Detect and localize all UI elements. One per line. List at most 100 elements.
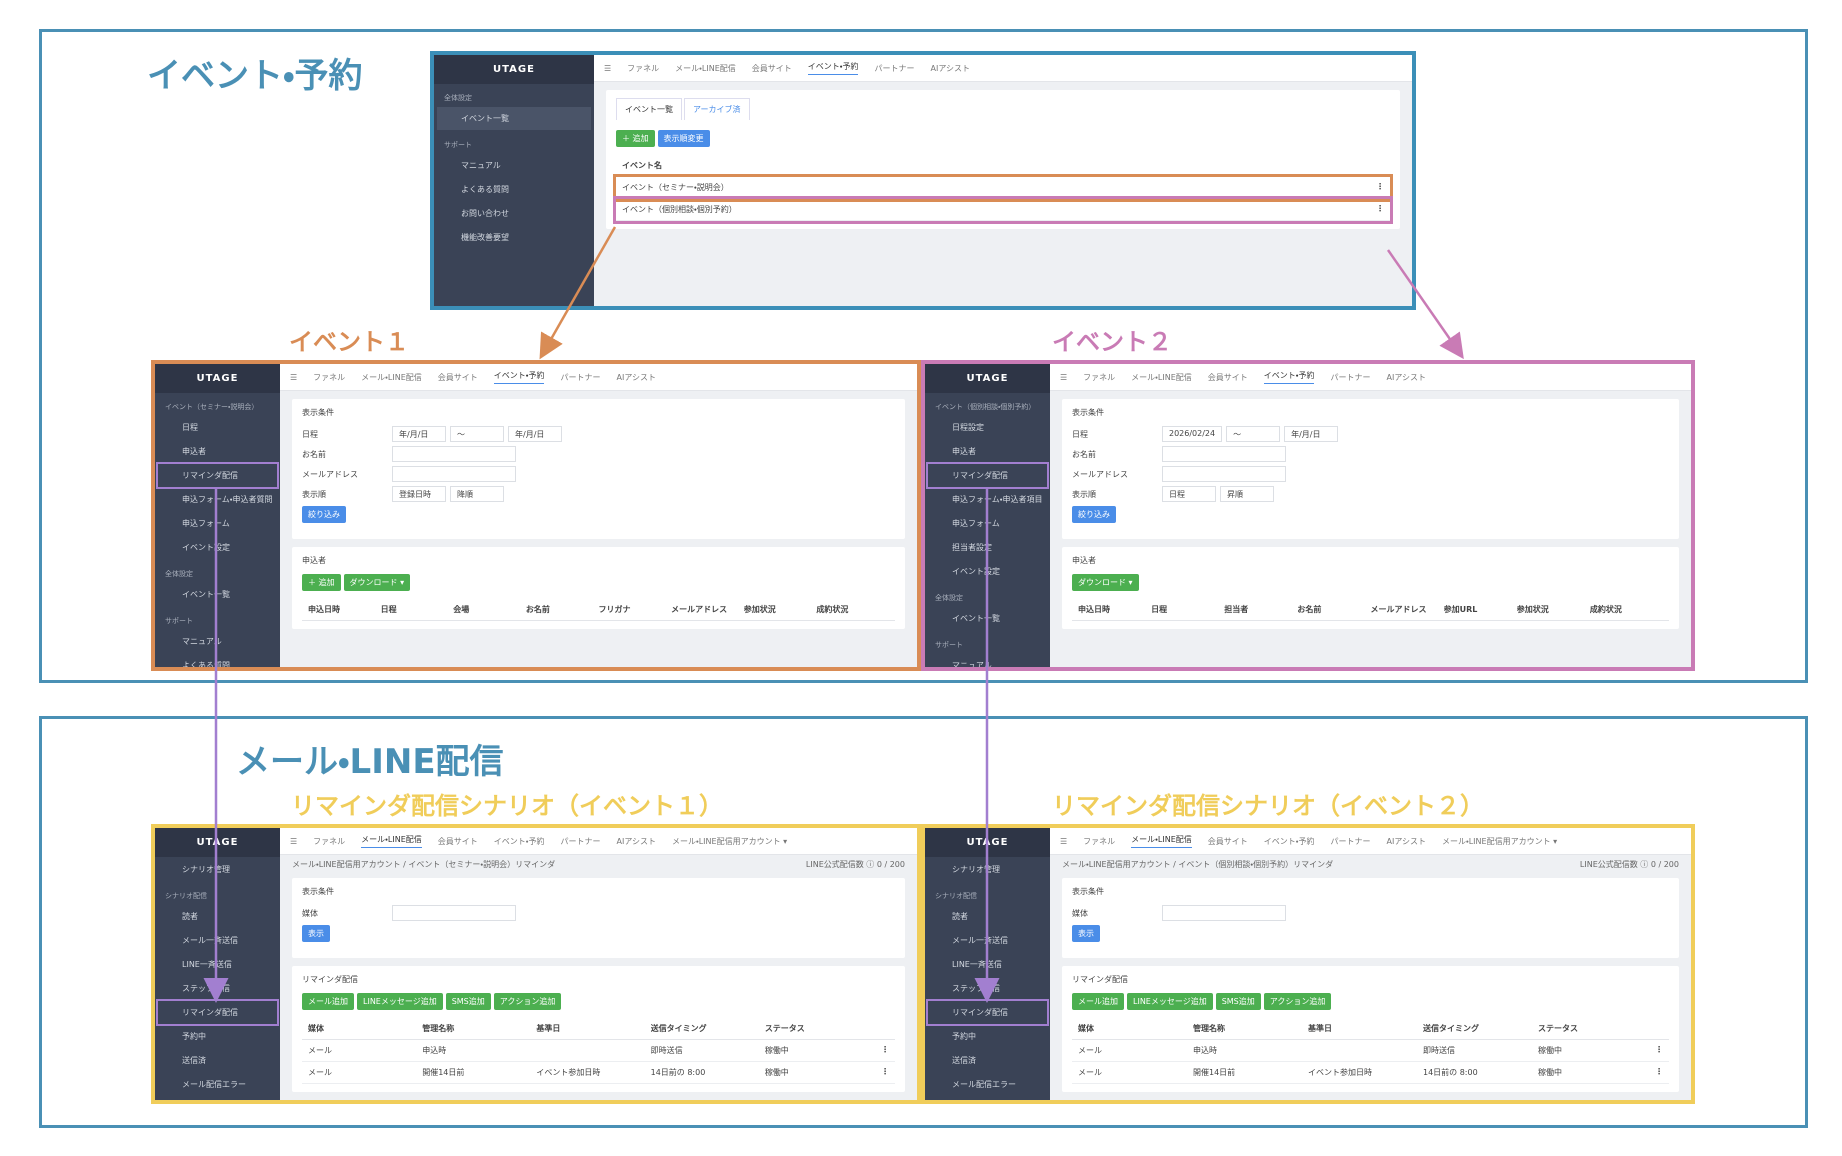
nav-item[interactable]: AIアシスト (1386, 836, 1426, 846)
table-cell: 申込時 (1193, 1046, 1217, 1055)
tab[interactable]: イベント一覧 (616, 98, 682, 120)
table-cell: 稼働中 (764, 1068, 789, 1077)
sidebar-item: メール配信エラー (952, 1080, 1016, 1089)
nav-item[interactable]: ファネル (1083, 836, 1116, 846)
nav-item[interactable]: 会員サイト (1207, 836, 1248, 846)
nav-item[interactable]: AIアシスト (616, 836, 656, 846)
spacer (879, 1023, 889, 1034)
nav-item[interactable]: パートナー (874, 63, 915, 73)
nav-item[interactable]: 会員サイト (437, 836, 478, 846)
nav-item[interactable]: AIアシスト (930, 63, 970, 73)
nav-item[interactable]: ファネル (1083, 372, 1116, 382)
sidebar-item: ステップ配信 (952, 984, 1000, 993)
content: イベント一覧 アーカイブ済 ＋ 追加 表示順変更 イベント名 イベント（セミナー・説明会）… (594, 82, 1412, 237)
nav-item[interactable]: メール・LINE配信 (1131, 834, 1192, 848)
nav-item[interactable]: イベント・予約 (807, 61, 859, 75)
sidebar-item: リマインダ配信 (156, 999, 279, 1026)
column-header: 申込日時 (308, 605, 340, 614)
section-box (39, 716, 1808, 1128)
nav-item[interactable]: 会員サイト (751, 63, 792, 73)
button[interactable]: 絞り込み (1072, 506, 1116, 523)
nav-item[interactable]: 会員サイト (437, 372, 478, 382)
field-label: 日程 (302, 429, 318, 439)
panel-title: 表示条件 (302, 887, 334, 896)
filter-field: メールアドレス (302, 466, 895, 482)
sidebar-heading: 全体設定 (165, 570, 193, 578)
top-nav: ☰ ファネル メール・LINE配信 会員サイト イベント・予約 パートナー AIアシスト (280, 364, 917, 391)
screen-label: リマインダ配信シナリオ（イベント２） (1052, 792, 1484, 820)
section-title: メール・LINE配信 (236, 742, 504, 782)
nav-item[interactable]: パートナー (560, 836, 601, 846)
button[interactable]: 表示 (302, 925, 330, 942)
breadcrumb: メール・LINE配信用アカウント / イベント（セミナー・説明会）リマインダ (292, 860, 556, 869)
nav-item[interactable]: メール・LINE配信 (361, 372, 422, 382)
button[interactable]: ＋ 追加 (616, 130, 655, 147)
menu-icon: ☰ (1060, 836, 1068, 846)
nav-item[interactable]: イベント・予約 (493, 370, 545, 384)
nav-item[interactable]: パートナー (560, 372, 601, 382)
field-label: メールアドレス (302, 469, 358, 479)
table-cell (1308, 1045, 1423, 1056)
top-nav: ☰ ファネル メール・LINE配信 会員サイト イベント・予約 パートナー AIアシスト (594, 55, 1412, 82)
panel: リマインダ配信 メール追加 LINEメッセージ追加 SMS追加 アクション追加 媒体 管理名… (1062, 966, 1679, 1092)
screenshot: UTAGE イベント（個別相談・個別予約） 日程設定 申込者 リマインダ配信 申込フォーム… (921, 360, 1695, 671)
input: 2026/02/24 (1162, 426, 1223, 442)
button[interactable]: メール追加 (302, 993, 354, 1010)
button[interactable]: 表示順変更 (657, 130, 710, 147)
button[interactable]: ＋ 追加 (302, 574, 341, 591)
tab[interactable]: アーカイブ済 (684, 98, 750, 120)
nav-item[interactable]: イベント・予約 (493, 836, 545, 846)
content: 表示条件 媒体 表示 リマインダ配信 メール追加 LINEメッセージ追加 SMS追加 アクショ… (1050, 870, 1691, 1100)
nav-item[interactable]: パートナー (1330, 836, 1371, 846)
spacer (1653, 1023, 1663, 1034)
column-header: フリガナ (598, 605, 631, 614)
nav-item[interactable]: AIアシスト (616, 372, 656, 382)
table-row: イベント（個別相談・個別予約） ⋮ (613, 196, 1393, 224)
nav-item[interactable]: パートナー (1330, 372, 1371, 382)
button[interactable]: LINEメッセージ追加 (357, 993, 443, 1010)
filter-field: 表示順 登録日時 降順 (302, 486, 895, 502)
sidebar-item: メール一斉送信 (182, 936, 238, 945)
logo: UTAGE (925, 828, 1050, 857)
button[interactable]: ダウンロード ▾ (343, 574, 411, 591)
input: 〜 (450, 426, 504, 442)
nav-item[interactable]: メール・LINE配信 (1131, 372, 1192, 382)
column-header: 成約状況 (1589, 605, 1622, 614)
table-cell: 14日前の 8:00 (650, 1068, 706, 1077)
button[interactable]: SMS追加 (445, 993, 491, 1010)
tabs: イベント一覧 アーカイブ済 (616, 98, 1390, 120)
column-header: 参加状況 (743, 605, 776, 614)
button[interactable]: ダウンロード ▾ (1072, 574, 1139, 591)
panel: 申込者 ＋ 追加 ダウンロード ▾ 申込日時 日程 会場 お名前 フリガナ メールアドレス 参加状… (292, 547, 905, 629)
sidebar-item: 担当者設定 (952, 543, 992, 552)
nav-item[interactable]: メール・LINE配信 (361, 834, 422, 848)
button[interactable]: SMS追加 (1215, 993, 1261, 1010)
logo: UTAGE (434, 55, 594, 84)
input: 年/月/日 (392, 426, 446, 442)
nav-item[interactable]: イベント・予約 (1263, 836, 1315, 846)
column-header: 成約状況 (816, 605, 849, 614)
panel-title: 表示条件 (1072, 887, 1104, 896)
button[interactable]: LINEメッセージ追加 (1127, 993, 1213, 1010)
button[interactable]: 絞り込み (302, 506, 346, 523)
button[interactable]: アクション追加 (1263, 993, 1332, 1010)
sidebar-item: リマインダ配信 (926, 462, 1049, 489)
nav-item[interactable]: 会員サイト (1207, 372, 1248, 382)
panel: 表示条件 媒体 表示 (292, 878, 905, 958)
menu-icon: ☰ (1060, 372, 1068, 382)
nav-item[interactable]: ファネル (627, 63, 660, 73)
button[interactable]: アクション追加 (493, 993, 562, 1010)
nav-item[interactable]: ファネル (313, 836, 346, 846)
buttons: 表示 (1072, 925, 1669, 942)
button[interactable]: メール追加 (1072, 993, 1124, 1010)
nav-item[interactable]: AIアシスト (1386, 372, 1426, 382)
field-label: お名前 (302, 449, 326, 459)
nav-item[interactable]: ファネル (313, 372, 346, 382)
panel: 申込者 ダウンロード ▾ 申込日時 日程 担当者 お名前 メールアドレス 参加URL 参加状況 成… (1062, 547, 1679, 629)
button[interactable]: 表示 (1072, 925, 1100, 942)
input: 年/月/日 (508, 426, 562, 442)
nav-item[interactable]: イベント・予約 (1263, 370, 1315, 384)
sidebar-item: LINE一斉送信 (952, 960, 1002, 969)
nav-item[interactable]: メール・LINE配信 (675, 63, 736, 73)
table-cell: メール (1078, 1046, 1102, 1055)
